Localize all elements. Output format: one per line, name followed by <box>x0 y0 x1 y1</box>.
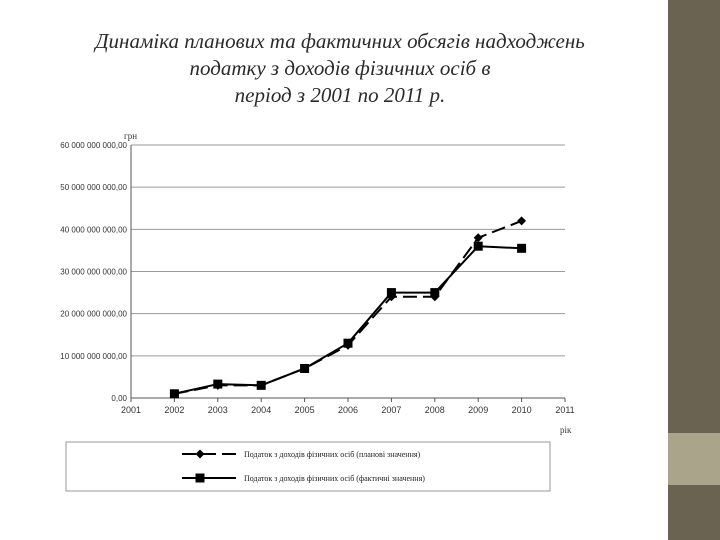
series-2 <box>169 241 527 399</box>
data-point-square <box>213 379 223 389</box>
x-tick-label: 2007 <box>381 405 401 415</box>
y-tick-label: 0,00 <box>111 394 127 403</box>
x-axis-label: рік <box>560 425 572 435</box>
data-point-square <box>473 241 483 251</box>
legend-label: Податок з доходів фізичних осіб (планові… <box>244 450 421 459</box>
series-line <box>174 219 522 395</box>
x-tick-label: 2011 <box>555 405 574 415</box>
x-tick-label: 2003 <box>208 405 228 415</box>
y-tick-label: 60 000 000 000,00 <box>60 141 127 150</box>
data-point-diamond <box>517 216 527 226</box>
x-tick-label: 2009 <box>468 405 488 415</box>
chart-container: грн рік 0,00 10 000 000 000,00 20 000 000 … <box>0 117 646 510</box>
legend: Податок з доходів фізичних осіб (планові… <box>65 441 551 492</box>
series-line <box>174 245 522 395</box>
legend-item: Податок з доходів фізичних осіб (фактичн… <box>182 473 425 483</box>
y-tick-label: 40 000 000 000,00 <box>60 225 127 234</box>
data-point-square <box>195 473 205 483</box>
data-point-diamond <box>195 449 205 459</box>
series <box>169 216 527 399</box>
y-tick-labels: 0,00 10 000 000 000,00 20 000 000 000,00 30… <box>60 141 127 403</box>
x-tick-label: 2010 <box>512 405 532 415</box>
slide-title: Динаміка планових та фактичних обсягів н… <box>20 28 660 109</box>
y-tick-label: 30 000 000 000,00 <box>60 268 127 277</box>
grid-lines <box>131 144 565 357</box>
data-point-diamond <box>473 233 483 243</box>
x-tick-label: 2006 <box>338 405 358 415</box>
legend-box <box>65 441 551 492</box>
title-line-1: Динаміка планових та фактичних обсягів н… <box>95 29 585 53</box>
y-tick-label: 10 000 000 000,00 <box>60 352 127 361</box>
data-point-square <box>430 288 440 298</box>
title-line-2: податку з доходів фізичних осіб в <box>189 56 491 80</box>
data-point-square <box>386 288 396 298</box>
data-point-square <box>256 380 266 390</box>
y-tick-label: 20 000 000 000,00 <box>60 310 127 319</box>
x-tick-labels: 2001 2002 2003 2004 2005 2006 2007 2008 2009 2010… <box>121 398 575 415</box>
side-decoration-accent <box>668 433 720 485</box>
x-tick-label: 2008 <box>425 405 445 415</box>
legend-label: Податок з доходів фізичних осіб (фактичн… <box>244 474 425 483</box>
x-tick-label: 2004 <box>251 405 271 415</box>
data-point-square <box>169 389 179 399</box>
series-1 <box>169 216 527 399</box>
legend-item: Податок з доходів фізичних осіб (планові… <box>182 449 421 459</box>
data-point-square <box>343 338 353 348</box>
x-tick-label: 2005 <box>295 405 315 415</box>
data-point-square <box>300 363 310 373</box>
y-tick-label: 50 000 000 000,00 <box>60 183 127 192</box>
x-tick-label: 2002 <box>164 405 184 415</box>
y-axis-label: грн <box>124 131 137 141</box>
title-line-3: період з 2001 по 2011 р. <box>234 83 446 107</box>
line-chart: грн рік 0,00 10 000 000 000,00 20 000 000 … <box>60 131 575 492</box>
x-tick-label: 2001 <box>121 405 141 415</box>
data-point-square <box>517 243 527 253</box>
